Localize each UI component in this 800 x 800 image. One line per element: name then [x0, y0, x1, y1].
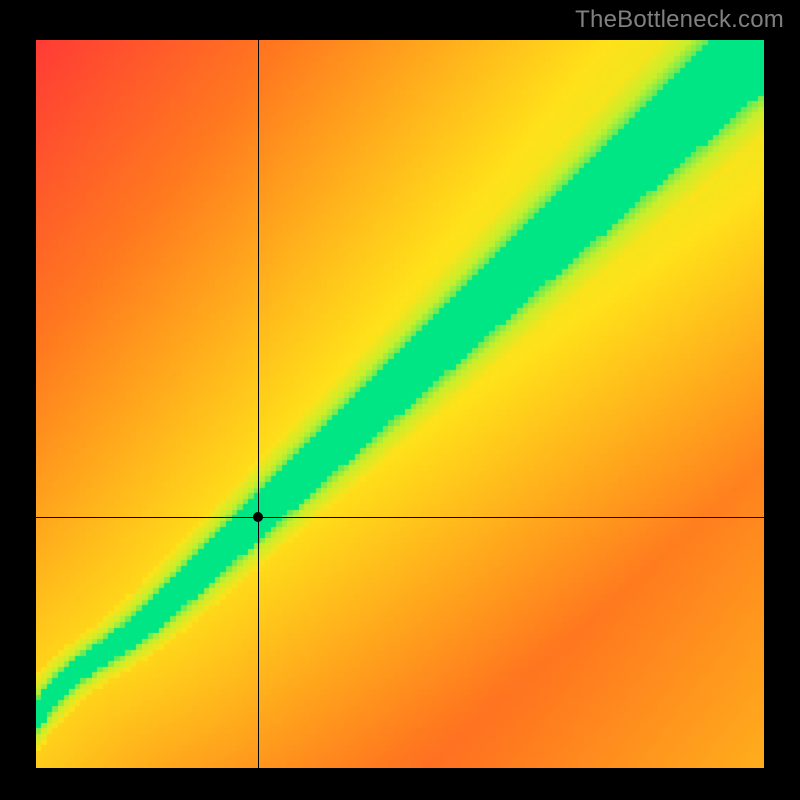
crosshair-vertical — [258, 40, 259, 768]
plot-frame — [36, 40, 764, 768]
data-point-marker — [253, 512, 263, 522]
crosshair-horizontal — [36, 517, 764, 518]
chart-container: TheBottleneck.com — [0, 0, 800, 800]
heatmap-canvas — [36, 40, 764, 768]
watermark-text: TheBottleneck.com — [575, 6, 784, 34]
